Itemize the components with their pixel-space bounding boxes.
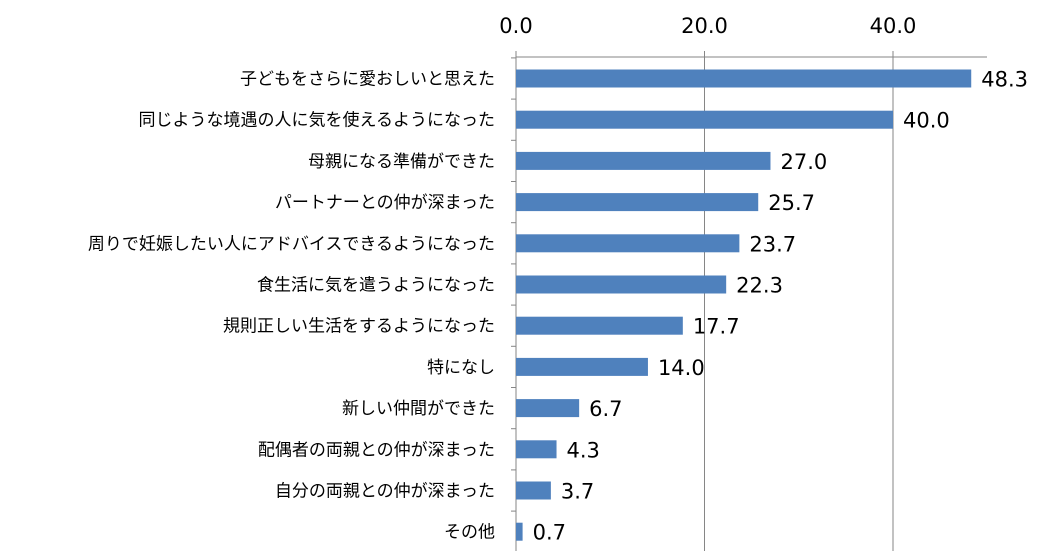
category-label: 新しい仲間ができた xyxy=(342,399,495,419)
data-label: 14.0 xyxy=(658,356,705,380)
category-label: 食生活に気を遣うようになった xyxy=(257,276,495,296)
category-label: 子どもをさらに愛おしいと思えた xyxy=(240,70,495,90)
bar xyxy=(516,440,557,459)
category-label: 特になし xyxy=(427,358,495,378)
data-label: 4.3 xyxy=(567,438,600,462)
data-label: 17.7 xyxy=(693,315,740,339)
bar xyxy=(516,399,580,418)
data-label: 27.0 xyxy=(780,150,827,174)
x-tick-label: 0.0 xyxy=(499,14,532,38)
x-tick-label: 20.0 xyxy=(681,14,728,38)
bar xyxy=(516,522,523,541)
grid-layer xyxy=(511,51,987,551)
data-label: 3.7 xyxy=(561,480,594,504)
label-layer: 0.0 20.0 40.0 子どもをさらに愛おしいと思えた 48.3 同じような境遇の人に… xyxy=(88,14,1028,545)
bar xyxy=(516,69,972,88)
bar xyxy=(516,481,551,500)
data-label: 40.0 xyxy=(903,109,950,133)
bar xyxy=(516,316,683,335)
category-label: 規則正しい生活をするようになった xyxy=(223,317,495,337)
bar xyxy=(516,275,727,294)
category-label: その他 xyxy=(444,523,495,543)
category-label: 同じような境遇の人に気を使えるようになった xyxy=(139,110,496,131)
bar-layer xyxy=(516,69,972,541)
category-label: 配偶者の両親との仲が深まった xyxy=(258,440,495,460)
data-label: 0.7 xyxy=(533,521,566,545)
x-tick-label: 40.0 xyxy=(870,14,917,38)
bar xyxy=(516,151,771,170)
data-label: 23.7 xyxy=(749,232,796,256)
data-label: 22.3 xyxy=(736,274,783,298)
category-label: 自分の両親との仲が深まった xyxy=(275,482,495,502)
bar xyxy=(516,110,893,129)
bar xyxy=(516,234,740,253)
category-label: 周りで妊娠したい人にアドバイスできるようになった xyxy=(88,234,495,254)
category-label: 母親になる準備ができた xyxy=(308,152,495,172)
bar xyxy=(516,357,648,376)
category-label: パートナーとの仲が深まった xyxy=(275,193,495,213)
data-label: 6.7 xyxy=(589,397,622,421)
data-label: 48.3 xyxy=(981,68,1028,92)
bar xyxy=(516,193,759,212)
data-label: 25.7 xyxy=(768,191,815,215)
